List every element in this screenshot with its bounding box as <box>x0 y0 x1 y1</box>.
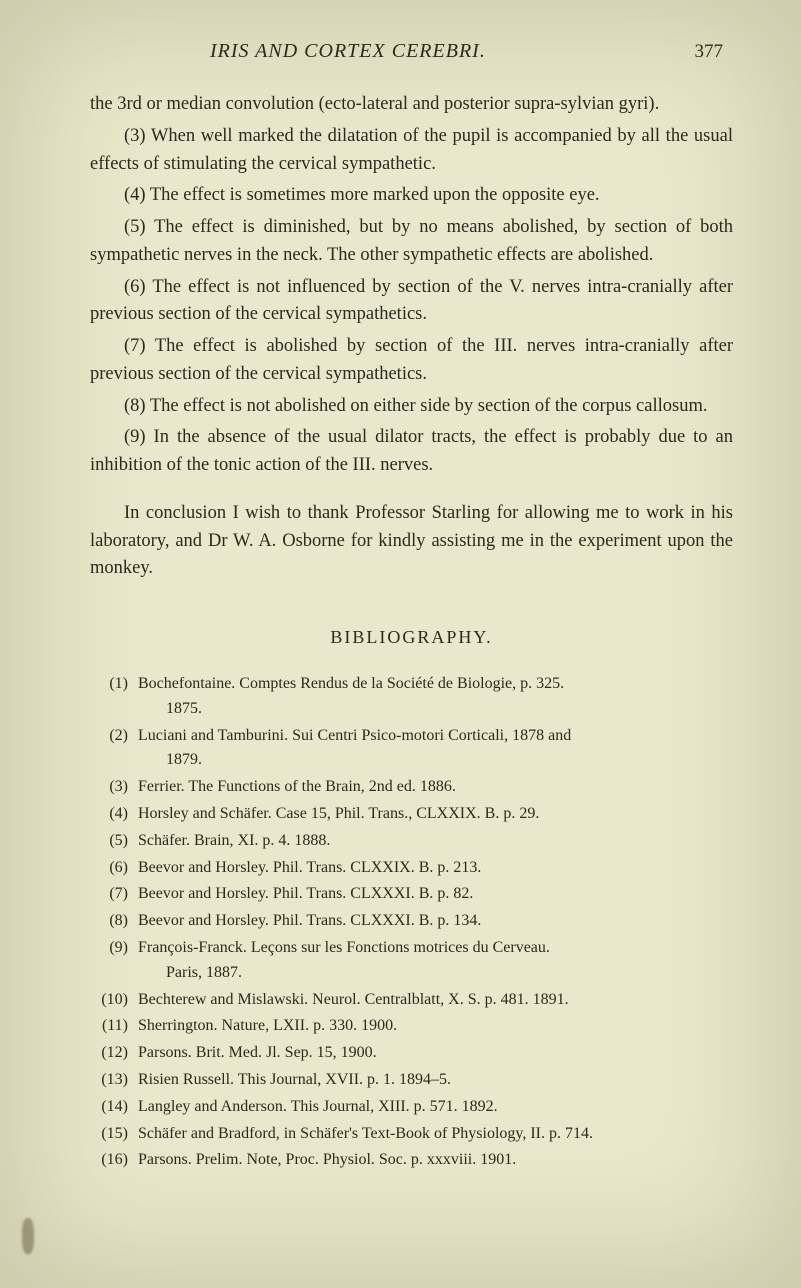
bibliography-item: (6)Beevor and Horsley. Phil. Trans. CLXX… <box>90 856 733 881</box>
bibliography-item: (4)Horsley and Schäfer. Case 15, Phil. T… <box>90 802 733 827</box>
bibliography-item-number: (6) <box>90 856 138 881</box>
bibliography-item: (11)Sherrington. Nature, LXII. p. 330. 1… <box>90 1014 733 1039</box>
bibliography-item-text: Risien Russell. This Journal, XVII. p. 1… <box>138 1068 733 1093</box>
bibliography-item-text: Sherrington. Nature, LXII. p. 330. 1900. <box>138 1014 733 1039</box>
bibliography-item-number: (1) <box>90 672 138 722</box>
bibliography-item: (12)Parsons. Brit. Med. Jl. Sep. 15, 190… <box>90 1041 733 1066</box>
bibliography-heading: BIBLIOGRAPHY. <box>90 627 733 648</box>
bibliography-item-number: (4) <box>90 802 138 827</box>
bibliography-item-text: Schäfer and Bradford, in Schäfer's Text-… <box>138 1122 733 1147</box>
page-header: IRIS AND CORTEX CEREBRI. 377 <box>90 40 733 63</box>
bibliography-item: (13)Risien Russell. This Journal, XVII. … <box>90 1068 733 1093</box>
bibliography-item-text: Beevor and Horsley. Phil. Trans. CLXXIX.… <box>138 856 733 881</box>
bibliography-item: (10)Bechterew and Mislawski. Neurol. Cen… <box>90 988 733 1013</box>
bibliography-item-text: François-Franck. Leçons sur les Fonction… <box>138 936 733 986</box>
bibliography-item-text: Luciani and Tamburini. Sui Centri Psico-… <box>138 724 733 774</box>
paragraph-7: (7) The effect is abolished by section o… <box>90 333 733 389</box>
paragraph-9: (9) In the absence of the usual dilator … <box>90 424 733 480</box>
bibliography-item-number: (2) <box>90 724 138 774</box>
bibliography-item-text: Beevor and Horsley. Phil. Trans. CLXXXI.… <box>138 909 733 934</box>
paragraph-5: (5) The effect is diminished, but by no … <box>90 214 733 270</box>
bibliography-item-number: (10) <box>90 988 138 1013</box>
bibliography-item: (3)Ferrier. The Functions of the Brain, … <box>90 775 733 800</box>
bibliography-item-number: (7) <box>90 882 138 907</box>
page-number: 377 <box>695 41 724 63</box>
paragraph-3: (3) When well marked the dilatation of t… <box>90 123 733 179</box>
bibliography-item-text: Horsley and Schäfer. Case 15, Phil. Tran… <box>138 802 733 827</box>
bibliography-item: (2)Luciani and Tamburini. Sui Centri Psi… <box>90 724 733 774</box>
bibliography-item-number: (8) <box>90 909 138 934</box>
bibliography-item-number: (14) <box>90 1095 138 1120</box>
paragraph-4: (4) The effect is sometimes more marked … <box>90 182 733 210</box>
bibliography-item-text: Bochefontaine. Comptes Rendus de la Soci… <box>138 672 733 722</box>
bibliography-item: (14)Langley and Anderson. This Journal, … <box>90 1095 733 1120</box>
bibliography-item: (5)Schäfer. Brain, XI. p. 4. 1888. <box>90 829 733 854</box>
paragraph-intro: the 3rd or median convolution (ecto-late… <box>90 91 733 119</box>
bibliography-item: (15)Schäfer and Bradford, in Schäfer's T… <box>90 1122 733 1147</box>
bibliography-item-number: (3) <box>90 775 138 800</box>
bibliography-item: (7)Beevor and Horsley. Phil. Trans. CLXX… <box>90 882 733 907</box>
bibliography-item-text: Beevor and Horsley. Phil. Trans. CLXXXI.… <box>138 882 733 907</box>
bibliography-item-text: Ferrier. The Functions of the Brain, 2nd… <box>138 775 733 800</box>
bibliography-item: (8)Beevor and Horsley. Phil. Trans. CLXX… <box>90 909 733 934</box>
bibliography-item: (16)Parsons. Prelim. Note, Proc. Physiol… <box>90 1148 733 1173</box>
bibliography-item-text: Parsons. Brit. Med. Jl. Sep. 15, 1900. <box>138 1041 733 1066</box>
bibliography-item-text: Langley and Anderson. This Journal, XIII… <box>138 1095 733 1120</box>
bibliography-item-number: (16) <box>90 1148 138 1173</box>
bibliography-item-number: (12) <box>90 1041 138 1066</box>
bibliography-item-text: Parsons. Prelim. Note, Proc. Physiol. So… <box>138 1148 733 1173</box>
bibliography-item-number: (15) <box>90 1122 138 1147</box>
bibliography-list: (1)Bochefontaine. Comptes Rendus de la S… <box>90 672 733 1173</box>
bibliography-item-text: Bechterew and Mislawski. Neurol. Central… <box>138 988 733 1013</box>
bibliography-item: (9)François-Franck. Leçons sur les Fonct… <box>90 936 733 986</box>
bibliography-item: (1)Bochefontaine. Comptes Rendus de la S… <box>90 672 733 722</box>
bibliography-item-number: (13) <box>90 1068 138 1093</box>
bibliography-item-number: (9) <box>90 936 138 986</box>
bibliography-item-text: Schäfer. Brain, XI. p. 4. 1888. <box>138 829 733 854</box>
bibliography-item-number: (5) <box>90 829 138 854</box>
running-title: IRIS AND CORTEX CEREBRI. <box>210 40 486 63</box>
paragraph-conclusion: In conclusion I wish to thank Professor … <box>90 500 733 583</box>
paragraph-8: (8) The effect is not abolished on eithe… <box>90 393 733 421</box>
bibliography-item-number: (11) <box>90 1014 138 1039</box>
paragraph-6: (6) The effect is not influenced by sect… <box>90 274 733 330</box>
